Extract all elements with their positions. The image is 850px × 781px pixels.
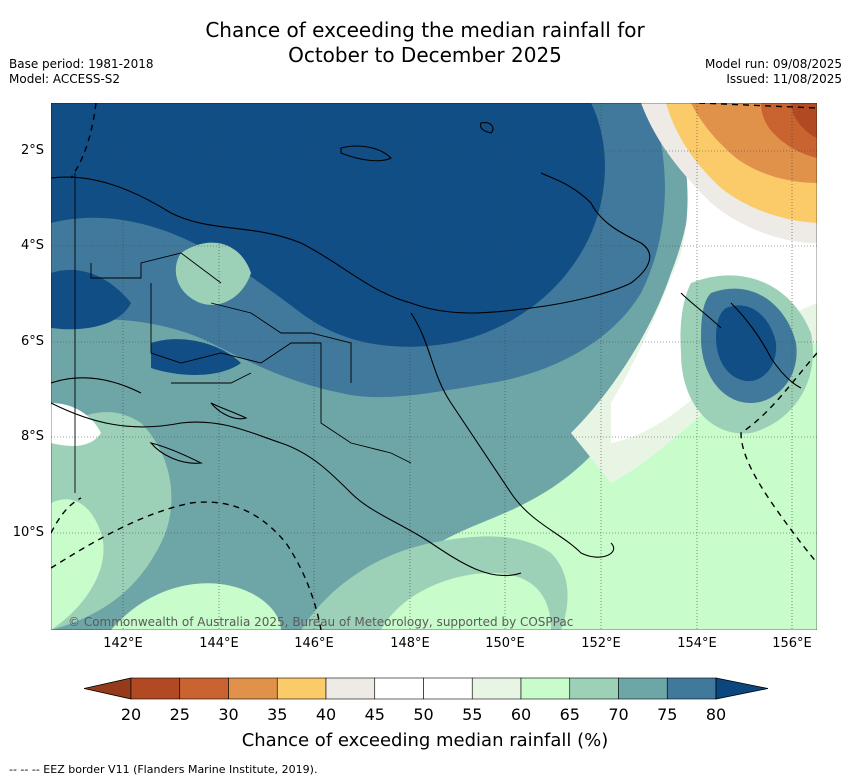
colorbar-tick-label: 20 <box>120 705 142 724</box>
contour-region-50-west <box>51 403 101 446</box>
colorbar-cell <box>666 677 717 700</box>
lat-label-8s: 8°S <box>20 429 44 444</box>
lon-label-142e: 142°E <box>103 636 143 651</box>
run-info: Model run: 09/08/2025 Issued: 11/08/2025 <box>705 57 842 87</box>
colorbar <box>84 677 768 700</box>
colorbar-title: Chance of exceeding median rainfall (%) <box>241 730 609 751</box>
lat-label-4s: 4°S <box>20 238 44 253</box>
colorbar-tick-label: 70 <box>608 705 629 724</box>
lon-label-154e: 154°E <box>677 636 717 651</box>
lat-label-2s: 2°S <box>20 143 44 158</box>
map-title: Chance of exceeding the median rainfall … <box>0 18 850 68</box>
colorbar-cell <box>471 677 522 700</box>
colorbar-tick-label: 25 <box>169 705 190 724</box>
colorbar-tick-label: 60 <box>510 705 532 724</box>
colorbar-cell <box>618 677 668 700</box>
lon-label-148e: 148°E <box>390 636 430 651</box>
colorbar-tick-label: 55 <box>462 705 483 724</box>
contour-region-60-southwest <box>51 499 281 630</box>
issued-date: Issued: 11/08/2025 <box>726 72 842 86</box>
colorbar-tick-label: 45 <box>364 705 385 724</box>
contour-region-80-west <box>51 269 241 375</box>
base-period: Base period: 1981-2018 <box>9 57 154 71</box>
colorbar-cell <box>569 677 619 700</box>
colorbar-tick-label: 35 <box>267 705 288 724</box>
lon-label-152e: 152°E <box>581 636 621 651</box>
contour-region-70-northwest <box>175 242 251 305</box>
contour-region-60-south <box>381 573 551 630</box>
model-info: Base period: 1981-2018 Model: ACCESS-S2 <box>9 57 154 87</box>
contour-region-20-northeast <box>791 103 817 138</box>
colorbar-tick-label: 50 <box>413 705 434 724</box>
grid-lines <box>51 103 817 630</box>
colorbar-cell <box>423 677 473 700</box>
province-borders <box>74 173 412 493</box>
eez-legend: -- -- -- EEZ border V11 (Flanders Marine… <box>9 763 318 776</box>
title-line-1: Chance of exceeding the median rainfall … <box>205 18 645 42</box>
colorbar-cell <box>276 677 327 700</box>
lon-label-150e: 150°E <box>485 636 525 651</box>
lon-label-146e: 146°E <box>294 636 334 651</box>
colorbar-tick-label: 30 <box>218 705 239 724</box>
colorbar-tick-label: 65 <box>559 705 580 724</box>
contour-region-80-east-island <box>716 305 777 382</box>
colorbar-tick-label: 75 <box>657 705 678 724</box>
eez-borders <box>51 103 817 630</box>
colorbar-over-triangle <box>715 677 768 700</box>
coastlines <box>51 122 802 577</box>
colorbar-cell <box>325 677 376 700</box>
colorbar-tick-label: 80 <box>705 705 727 724</box>
model-name: Model: ACCESS-S2 <box>9 72 121 86</box>
lon-label-156e: 156°E <box>772 636 812 651</box>
lat-label-10s: 10°S <box>12 525 44 540</box>
colorbar-cell <box>130 677 181 700</box>
title-line-2: October to December 2025 <box>288 43 562 67</box>
contour-region-80-north <box>51 103 605 347</box>
colorbar-cell <box>179 677 229 700</box>
copyright-text: © Commonwealth of Australia 2025, Bureau… <box>68 615 573 629</box>
colorbar-cell <box>520 677 571 700</box>
rainfall-map: © Commonwealth of Australia 2025, Bureau… <box>51 103 817 630</box>
lat-label-6s: 6°S <box>20 334 44 349</box>
colorbar-under-triangle <box>84 677 132 700</box>
colorbar-tick-label: 40 <box>315 705 337 724</box>
lon-label-144e: 144°E <box>199 636 239 651</box>
colorbar-cell <box>228 677 278 700</box>
model-run-date: Model run: 09/08/2025 <box>704 57 842 71</box>
colorbar-cell <box>374 677 424 700</box>
